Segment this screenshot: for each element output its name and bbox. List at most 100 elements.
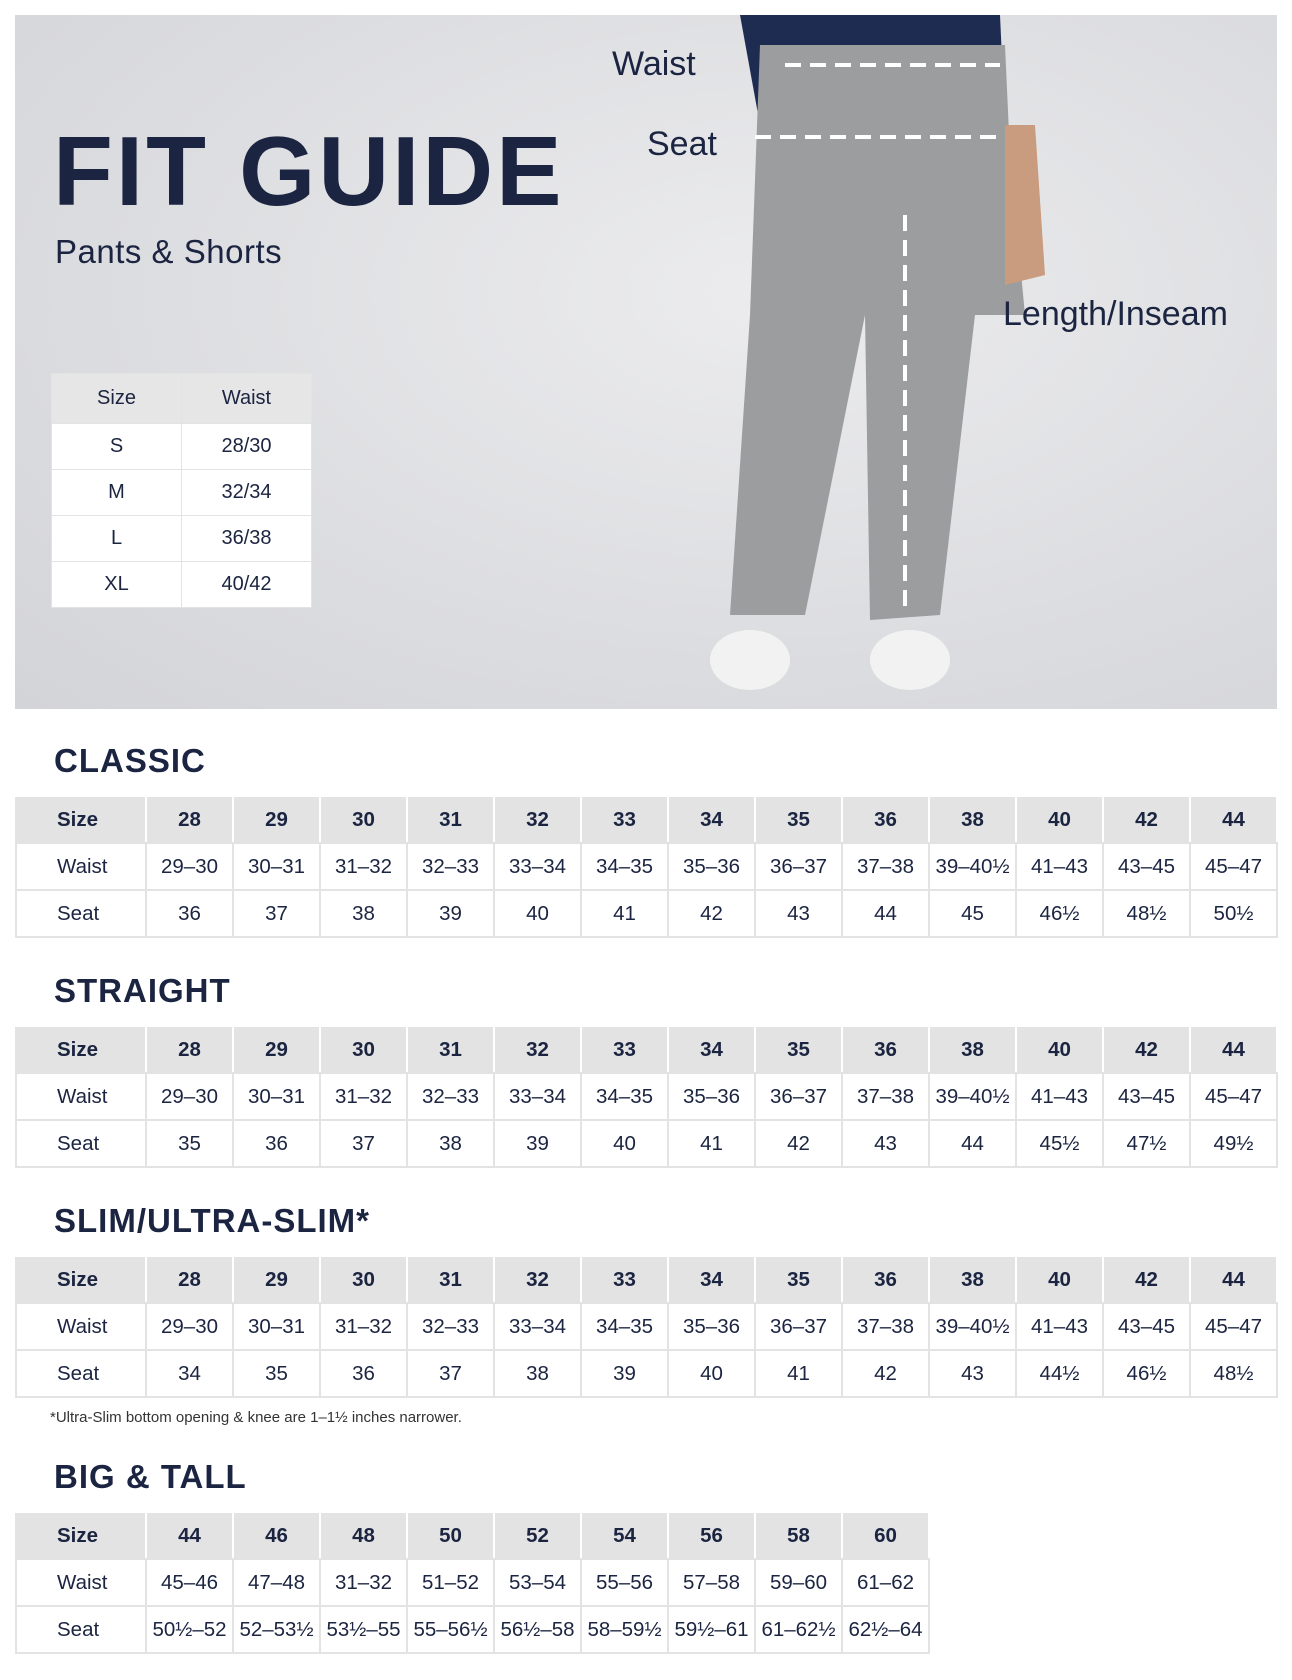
cell: 40 bbox=[580, 1119, 669, 1168]
header-cell: 38 bbox=[928, 1255, 1017, 1304]
cell: 61–62½ bbox=[754, 1605, 843, 1654]
cell: 39–40½ bbox=[928, 1302, 1017, 1351]
cell: Seat bbox=[15, 1119, 147, 1168]
cell: 45–47 bbox=[1189, 1302, 1278, 1351]
header-cell: 31 bbox=[406, 795, 495, 844]
cell: Waist bbox=[15, 1072, 147, 1121]
header-cell: 28 bbox=[145, 1025, 234, 1074]
header-cell: 48 bbox=[319, 1511, 408, 1560]
cell: 41–43 bbox=[1015, 1302, 1104, 1351]
cell: 33–34 bbox=[493, 842, 582, 891]
seat-label: Seat bbox=[647, 125, 717, 163]
cell: 58–59½ bbox=[580, 1605, 669, 1654]
cell: 56½–58 bbox=[493, 1605, 582, 1654]
table-row: Size 28 29 30 31 32 33 34 35 36 38 40 42 44 bbox=[15, 795, 1278, 844]
cell: 55–56½ bbox=[406, 1605, 495, 1654]
cell: 28/30 bbox=[181, 423, 312, 470]
cell: 37–38 bbox=[841, 1302, 930, 1351]
cell: XL bbox=[51, 561, 182, 608]
header-cell: 29 bbox=[232, 1025, 321, 1074]
cell: 39–40½ bbox=[928, 842, 1017, 891]
header-cell: 60 bbox=[841, 1511, 930, 1560]
header-cell: Size bbox=[15, 1511, 147, 1560]
cell: 38 bbox=[406, 1119, 495, 1168]
cell: 37 bbox=[319, 1119, 408, 1168]
cell: 29–30 bbox=[145, 842, 234, 891]
cell: 46½ bbox=[1015, 889, 1104, 938]
cell: 31–32 bbox=[319, 1302, 408, 1351]
table-row: Waist 29–30 30–31 31–32 32–33 33–34 34–35 35–36… bbox=[15, 842, 1278, 891]
header-cell: Size bbox=[51, 373, 182, 424]
cell: 35–36 bbox=[667, 1072, 756, 1121]
table-row: Seat 35 36 37 38 39 40 41 42 43 44 45½ 47½ 49½ bbox=[15, 1119, 1278, 1168]
cell: 42 bbox=[841, 1349, 930, 1398]
cell: 41 bbox=[754, 1349, 843, 1398]
page-title: FIT GUIDE bbox=[53, 116, 565, 226]
table-row: Seat 34 35 36 37 38 39 40 41 42 43 44½ 46½ 48½ bbox=[15, 1349, 1278, 1398]
header-cell: 30 bbox=[319, 1255, 408, 1304]
cell: 52–53½ bbox=[232, 1605, 321, 1654]
cell: Waist bbox=[15, 842, 147, 891]
header-cell: 30 bbox=[319, 795, 408, 844]
cell: 30–31 bbox=[232, 842, 321, 891]
cell: 37–38 bbox=[841, 842, 930, 891]
section-title-slim: SLIM/ULTRA-SLIM* bbox=[54, 1202, 371, 1239]
section-title-big-tall: BIG & TALL bbox=[54, 1458, 247, 1495]
header-cell: 32 bbox=[493, 795, 582, 844]
header-cell: 46 bbox=[232, 1511, 321, 1560]
table-row: Seat 36 37 38 39 40 41 42 43 44 45 46½ 48½ 50½ bbox=[15, 889, 1278, 938]
cell: S bbox=[51, 423, 182, 470]
cell: 39 bbox=[406, 889, 495, 938]
header-cell: 56 bbox=[667, 1511, 756, 1560]
cell: 32–33 bbox=[406, 1302, 495, 1351]
header-cell: Size bbox=[15, 1255, 147, 1304]
header-cell: 28 bbox=[145, 795, 234, 844]
header-cell: 36 bbox=[841, 1025, 930, 1074]
cell: 38 bbox=[493, 1349, 582, 1398]
header-cell: 35 bbox=[754, 795, 843, 844]
cell: 47–48 bbox=[232, 1558, 321, 1607]
cell: 43 bbox=[841, 1119, 930, 1168]
cell: 40 bbox=[667, 1349, 756, 1398]
cell: 31–32 bbox=[319, 1558, 408, 1607]
cell: 34–35 bbox=[580, 842, 669, 891]
header-cell: 33 bbox=[580, 1025, 669, 1074]
cell: 37 bbox=[232, 889, 321, 938]
waist-label: Waist bbox=[612, 45, 696, 83]
header-cell: 52 bbox=[493, 1511, 582, 1560]
header-cell: 35 bbox=[754, 1255, 843, 1304]
cell: 31–32 bbox=[319, 1072, 408, 1121]
cell: 48½ bbox=[1102, 889, 1191, 938]
cell: 50½–52 bbox=[145, 1605, 234, 1654]
cell: 50½ bbox=[1189, 889, 1278, 938]
cell: 51–52 bbox=[406, 1558, 495, 1607]
table-row: Size 28 29 30 31 32 33 34 35 36 38 40 42 44 bbox=[15, 1255, 1278, 1304]
header-cell: 28 bbox=[145, 1255, 234, 1304]
cell: 35 bbox=[232, 1349, 321, 1398]
cell: 55–56 bbox=[580, 1558, 669, 1607]
header-cell: 54 bbox=[580, 1511, 669, 1560]
header-cell: 42 bbox=[1102, 795, 1191, 844]
header-cell: 44 bbox=[145, 1511, 234, 1560]
cell: 59–60 bbox=[754, 1558, 843, 1607]
table-row: Size 44 46 48 50 52 54 56 58 60 bbox=[15, 1511, 930, 1560]
header-cell: 40 bbox=[1015, 795, 1104, 844]
cell: 32–33 bbox=[406, 842, 495, 891]
size-table-straight: Size 28 29 30 31 32 33 34 35 36 38 40 42 44 Waist 29–30… bbox=[15, 1025, 1278, 1168]
header-cell: 34 bbox=[667, 795, 756, 844]
cell: 53½–55 bbox=[319, 1605, 408, 1654]
cell: 42 bbox=[667, 889, 756, 938]
header-cell: 58 bbox=[754, 1511, 843, 1560]
header-cell: 32 bbox=[493, 1025, 582, 1074]
cell: 34 bbox=[145, 1349, 234, 1398]
hero-banner: FIT GUIDE Pants & Shorts Waist Seat Leng… bbox=[15, 15, 1277, 709]
cell: 32–33 bbox=[406, 1072, 495, 1121]
cell: Seat bbox=[15, 1349, 147, 1398]
cell: 37 bbox=[406, 1349, 495, 1398]
cell: 48½ bbox=[1189, 1349, 1278, 1398]
table-row: Waist 45–46 47–48 31–32 51–52 53–54 55–56 57–58… bbox=[15, 1558, 930, 1607]
header-cell: 38 bbox=[928, 1025, 1017, 1074]
cell: 39 bbox=[493, 1119, 582, 1168]
header-cell: 33 bbox=[580, 795, 669, 844]
cell: 41–43 bbox=[1015, 842, 1104, 891]
